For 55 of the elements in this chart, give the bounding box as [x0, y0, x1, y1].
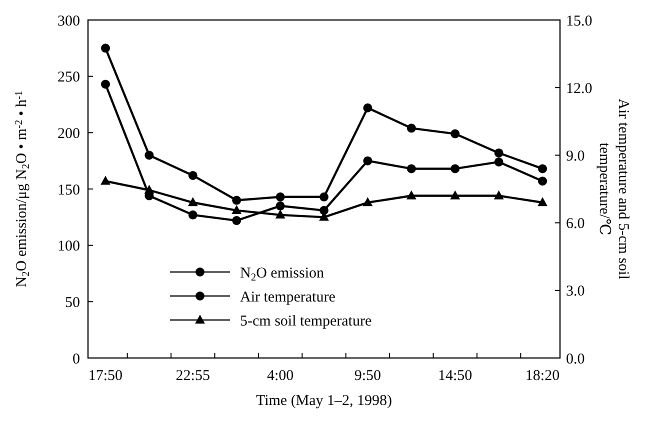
y2-tick-label: 9.0: [566, 148, 585, 164]
x-axis-title: Time (May 1–2, 1998): [256, 393, 392, 409]
point: [450, 190, 460, 200]
point: [494, 190, 504, 200]
point: [100, 80, 110, 89]
point: [406, 164, 416, 174]
y-tick-label: 150: [58, 182, 80, 198]
y2-tick-label: 0.0: [566, 351, 585, 368]
point: [144, 150, 154, 160]
y2-axis-title: Air temperature and 5-cm soil temperature/℃: [596, 98, 631, 280]
legend-label: N$_{2}$O emission: [240, 265, 325, 283]
point: [276, 201, 285, 210]
point: [188, 210, 198, 220]
point: [538, 164, 548, 174]
x-tick-label: 9:50: [354, 368, 382, 384]
point: [450, 164, 460, 174]
point: [320, 206, 328, 215]
y2-tick-label: 15.0: [566, 13, 592, 30]
point: [320, 192, 328, 202]
point: [406, 190, 416, 200]
point: [363, 156, 372, 166]
point: [276, 192, 285, 202]
point: [538, 176, 548, 186]
y2-tick-label: 3.0: [566, 284, 585, 300]
y-tick-label: 200: [58, 126, 80, 142]
point: [363, 103, 372, 112]
legend-label: 5-cm soil temperature: [240, 313, 372, 330]
x-tick-label: 22:55: [176, 368, 210, 384]
point: [494, 148, 504, 158]
x-tick-label: 18:20: [525, 368, 560, 384]
point: [188, 170, 198, 180]
point: [450, 129, 460, 138]
x-tick-label: 17:50: [88, 368, 123, 384]
point: [494, 157, 504, 166]
point: [232, 216, 242, 226]
point: [100, 44, 110, 53]
y-tick-label: 0: [72, 351, 80, 368]
x-tick-label: 14:50: [438, 368, 472, 384]
point: [144, 184, 154, 194]
point: [406, 124, 416, 133]
y-tick-label: 100: [58, 238, 80, 255]
y-tick-label: 250: [58, 70, 80, 86]
x-tick-label: 4:00: [266, 368, 294, 384]
y2-tick-label: 12.0: [566, 80, 592, 97]
y-tick-label: 300: [58, 13, 80, 30]
point: [232, 205, 242, 214]
y2-tick-label: 6.0: [566, 216, 585, 232]
point: [538, 197, 548, 206]
point: [232, 196, 242, 205]
point: [275, 210, 286, 219]
point: [362, 197, 373, 206]
y-tick-label: 50: [65, 294, 80, 311]
legend-label: Air temperature: [240, 289, 336, 306]
point: [188, 197, 198, 206]
point: [100, 176, 110, 185]
